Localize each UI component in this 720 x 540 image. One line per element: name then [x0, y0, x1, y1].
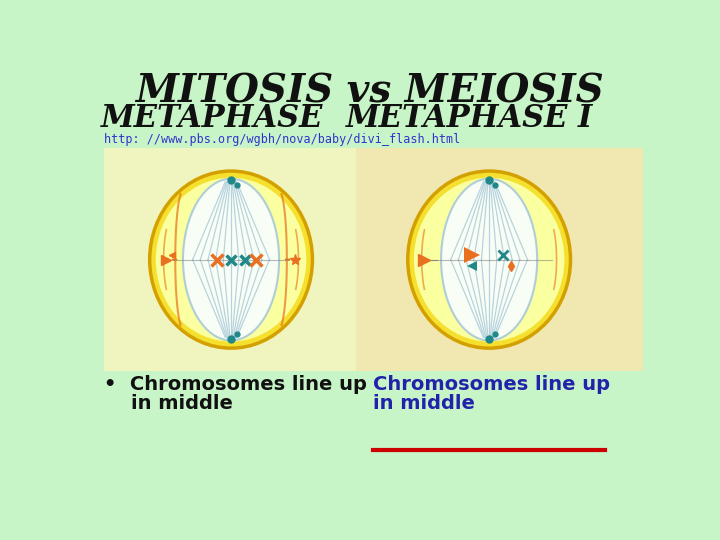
Ellipse shape — [414, 178, 564, 341]
Text: METAPHASE: METAPHASE — [102, 103, 323, 134]
Text: http: //www.pbs.org/wgbh/nova/baby/divi_flash.html: http: //www.pbs.org/wgbh/nova/baby/divi_… — [104, 133, 460, 146]
Text: METAPHASE I: METAPHASE I — [346, 103, 593, 134]
Text: in middle: in middle — [104, 394, 233, 413]
Ellipse shape — [150, 171, 312, 348]
Ellipse shape — [183, 179, 279, 340]
Text: in middle: in middle — [373, 394, 474, 413]
Text: MITOSIS vs MEIOSIS: MITOSIS vs MEIOSIS — [135, 73, 603, 111]
Bar — [356, 148, 642, 372]
Text: Chromosomes line up: Chromosomes line up — [373, 375, 610, 394]
Ellipse shape — [408, 171, 570, 348]
Bar — [104, 148, 356, 372]
Text: •  Chromosomes line up: • Chromosomes line up — [104, 375, 366, 394]
Ellipse shape — [156, 178, 306, 341]
Ellipse shape — [441, 179, 537, 340]
